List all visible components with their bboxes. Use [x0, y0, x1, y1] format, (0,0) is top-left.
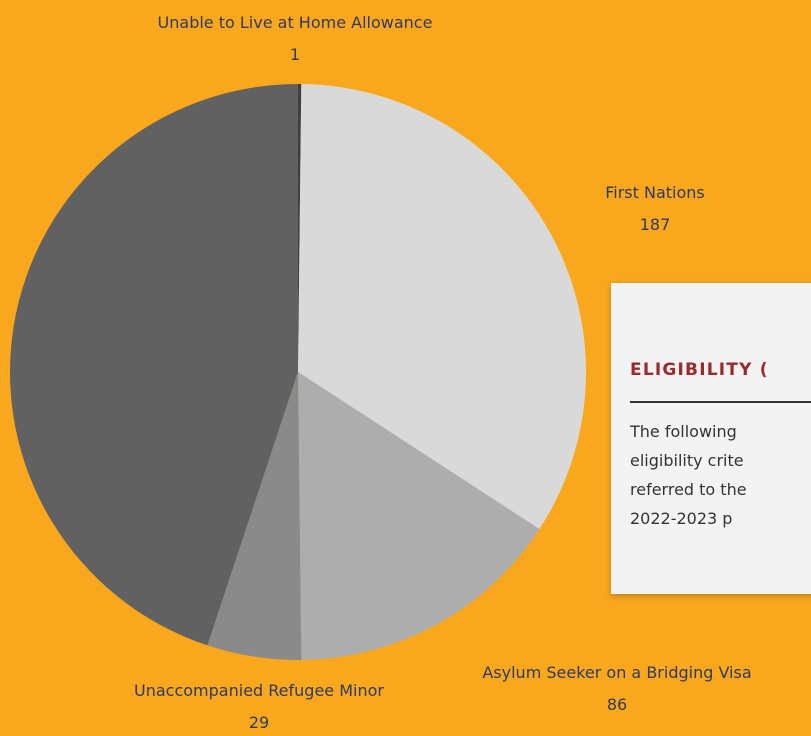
pie-slices	[10, 84, 587, 660]
pie-slice-1	[298, 84, 302, 372]
info-card-body: The following eligibility crite referred…	[630, 417, 811, 533]
slice-value-unable-to-live-at-home: 1	[290, 45, 300, 64]
info-card-title: ELIGIBILITY (	[630, 360, 769, 380]
pie-slice-4	[207, 372, 302, 660]
info-card-line: eligibility crite	[630, 451, 744, 470]
info-card-line: The following	[630, 422, 737, 441]
slice-label-unaccompanied-refugee-minor: Unaccompanied Refugee Minor	[134, 681, 384, 700]
eligibility-info-card: ELIGIBILITY ( The following eligibility …	[611, 283, 811, 594]
pie-slice-3	[298, 372, 540, 660]
slice-label-first-nations: First Nations	[605, 183, 705, 202]
pie-slice-5	[10, 84, 299, 646]
info-card-line: 2022-2023 p	[630, 509, 733, 528]
slice-value-unaccompanied-refugee-minor: 29	[249, 713, 269, 732]
pie-labels: Unable to Live at Home Allowance 1 First…	[134, 13, 752, 732]
pie-slice-2	[298, 84, 587, 530]
info-card-divider	[630, 401, 811, 403]
slice-label-unable-to-live-at-home: Unable to Live at Home Allowance	[158, 13, 433, 32]
slice-value-first-nations: 187	[640, 215, 671, 234]
info-card-line: referred to the	[630, 480, 747, 499]
slice-label-asylum-seeker: Asylum Seeker on a Bridging Visa	[482, 663, 751, 682]
slice-value-asylum-seeker: 86	[607, 695, 627, 714]
